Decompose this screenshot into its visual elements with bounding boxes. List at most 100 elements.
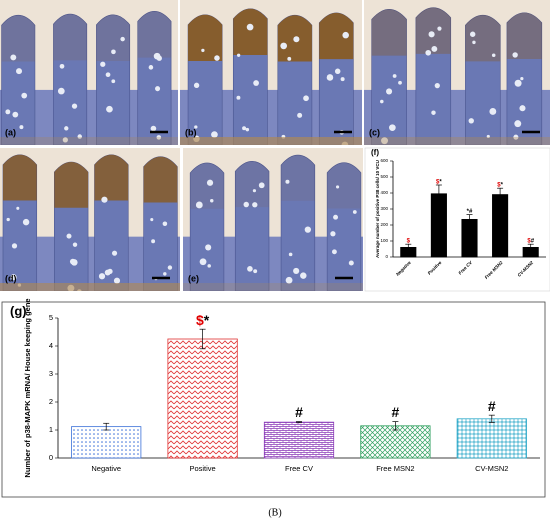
villus-tip: [465, 15, 501, 62]
goblet-cell: [348, 260, 354, 266]
villus: [415, 7, 452, 145]
micrograph: (c): [364, 0, 550, 145]
y-tick-label: 300: [380, 206, 388, 211]
goblet-cell: [300, 272, 307, 279]
goblet-cell: [66, 233, 72, 239]
goblet-cell: [253, 80, 259, 86]
goblet-cell: [106, 105, 113, 113]
goblet-cell: [246, 23, 254, 31]
brown-base: [0, 283, 180, 291]
brown-base: [364, 137, 550, 145]
goblet-cell: [6, 217, 10, 222]
villus-tip: [1, 15, 35, 62]
panel-label: (e): [188, 273, 199, 283]
villus-tip: [94, 154, 129, 201]
goblet-cell: [100, 61, 106, 67]
villus: [326, 162, 362, 291]
bar: [461, 218, 478, 258]
significance-label: *#: [467, 209, 473, 215]
goblet-cell: [287, 56, 292, 61]
bar: [167, 338, 238, 459]
chart-title: (f): [371, 148, 379, 157]
bar: [430, 193, 447, 258]
villus: [137, 11, 172, 145]
villus-tip: [2, 154, 37, 201]
error-bar: [466, 214, 473, 225]
villus-tip: [137, 11, 172, 58]
x-tick-label: Negative: [91, 464, 121, 473]
significance-label: #: [488, 397, 496, 413]
goblet-cell: [468, 118, 474, 124]
villus-tip: [54, 162, 89, 208]
goblet-cell: [431, 110, 436, 115]
brown-base: [183, 283, 363, 291]
goblet-cell: [342, 31, 349, 39]
y-tick-label: 400: [380, 190, 388, 195]
significance-label: #: [392, 404, 400, 420]
micrograph-content: [364, 0, 550, 145]
bar: [456, 418, 527, 459]
goblet-cell: [340, 77, 345, 82]
goblet-cell: [120, 36, 125, 42]
panel-g-frame: [1, 301, 546, 498]
goblet-cell: [21, 92, 28, 99]
goblet-cell: [434, 83, 440, 89]
goblet-cell: [252, 189, 257, 193]
y-tick-label: 600: [380, 158, 388, 163]
villus: [53, 13, 88, 145]
goblet-cell: [258, 182, 265, 189]
goblet-cell: [16, 68, 23, 75]
goblet-cell: [199, 258, 207, 266]
goblet-cell: [163, 272, 167, 276]
x-tick-label: CV-MSN2: [475, 464, 508, 473]
goblet-cell: [19, 125, 24, 130]
goblet-cell: [162, 221, 168, 227]
panel-label: (d): [5, 273, 17, 283]
goblet-cell: [236, 95, 241, 100]
villus-tip: [143, 156, 178, 203]
goblet-cell: [245, 127, 250, 132]
goblet-cell: [352, 210, 357, 214]
villus: [506, 12, 543, 145]
goblet-cell: [334, 68, 341, 75]
significance-label: $*: [196, 312, 210, 328]
goblet-cell: [297, 112, 303, 118]
goblet-cell: [201, 48, 205, 53]
y-axis-label: Number of p38-MAPK mRNA/ House keeping g…: [23, 298, 32, 477]
goblet-cell: [520, 77, 524, 81]
goblet-cell: [62, 137, 68, 143]
y-tick-label: 1: [49, 425, 53, 434]
goblet-cell: [151, 239, 156, 244]
error-bar: [497, 187, 504, 202]
goblet-cell: [519, 105, 526, 112]
goblet-cell: [304, 226, 311, 233]
goblet-cell: [156, 135, 162, 140]
goblet-cell: [167, 265, 173, 270]
goblet-cell: [252, 202, 258, 208]
micrograph: (e): [183, 148, 363, 291]
goblet-cell: [10, 274, 17, 281]
micrograph-content: [180, 0, 362, 145]
goblet-cell: [513, 134, 519, 140]
goblet-cell: [489, 108, 497, 115]
goblet-cell: [293, 267, 300, 275]
goblet-cell: [486, 134, 490, 139]
goblet-cell: [386, 88, 393, 95]
goblet-cell: [425, 49, 432, 56]
villus-tip: [281, 155, 315, 201]
goblet-cell: [428, 31, 435, 38]
goblet-cell: [303, 95, 309, 102]
villus-tip: [53, 14, 87, 61]
goblet-cell: [214, 55, 220, 61]
goblet-cell: [156, 55, 162, 61]
goblet-cell: [381, 137, 389, 145]
y-tick-label: 4: [49, 341, 53, 350]
goblet-cell: [155, 86, 161, 92]
goblet-cell: [57, 87, 65, 95]
panel-label: (a): [5, 127, 16, 137]
villus-tip: [371, 9, 407, 56]
goblet-cell: [111, 250, 118, 256]
goblet-cell: [469, 31, 476, 37]
goblet-cell: [335, 185, 340, 189]
y-tick-label: 200: [380, 222, 388, 227]
